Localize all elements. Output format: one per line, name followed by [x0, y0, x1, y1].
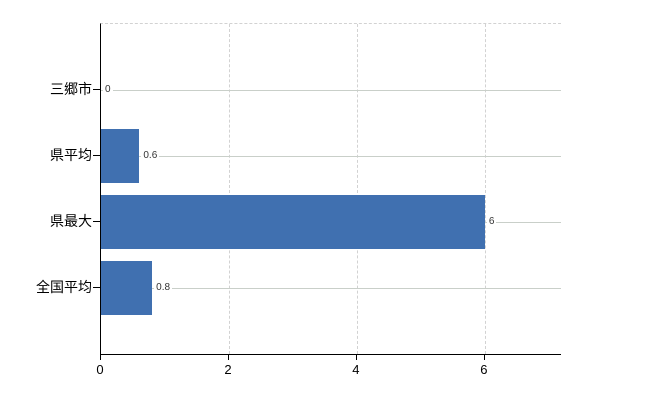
- bar: [101, 261, 153, 315]
- x-tick-label: 2: [224, 362, 232, 377]
- x-tick-label: 0: [96, 362, 104, 377]
- v-gridline: [228, 24, 230, 354]
- category-label: 三郷市: [50, 81, 92, 97]
- y-tick: [93, 287, 100, 288]
- v-gridline: [356, 24, 358, 354]
- value-label: 0.6: [141, 150, 160, 162]
- value-label: 6: [486, 216, 497, 228]
- x-tick: [227, 354, 229, 360]
- category-axis: 三郷市県平均県最大全国平均: [0, 0, 92, 400]
- value-label: 0.8: [154, 282, 173, 294]
- value-label: 0: [103, 84, 113, 96]
- bar: [101, 195, 485, 249]
- y-tick: [93, 89, 100, 90]
- row-gridline: [101, 156, 561, 157]
- x-tick: [483, 354, 485, 360]
- row-gridline: [101, 288, 561, 289]
- bar: [101, 129, 140, 183]
- v-gridline: [484, 24, 486, 354]
- x-tick-label: 6: [480, 362, 488, 377]
- y-tick: [93, 221, 100, 222]
- category-label: 県平均: [50, 147, 92, 163]
- x-tick: [100, 354, 101, 360]
- row-gridline: [101, 90, 561, 91]
- y-tick: [93, 155, 100, 156]
- category-label: 県最大: [50, 213, 92, 229]
- category-label: 全国平均: [36, 279, 92, 295]
- x-tick: [355, 354, 357, 360]
- x-tick-label: 4: [352, 362, 360, 377]
- plot-area: 0 0.6 6 0.8: [100, 23, 561, 355]
